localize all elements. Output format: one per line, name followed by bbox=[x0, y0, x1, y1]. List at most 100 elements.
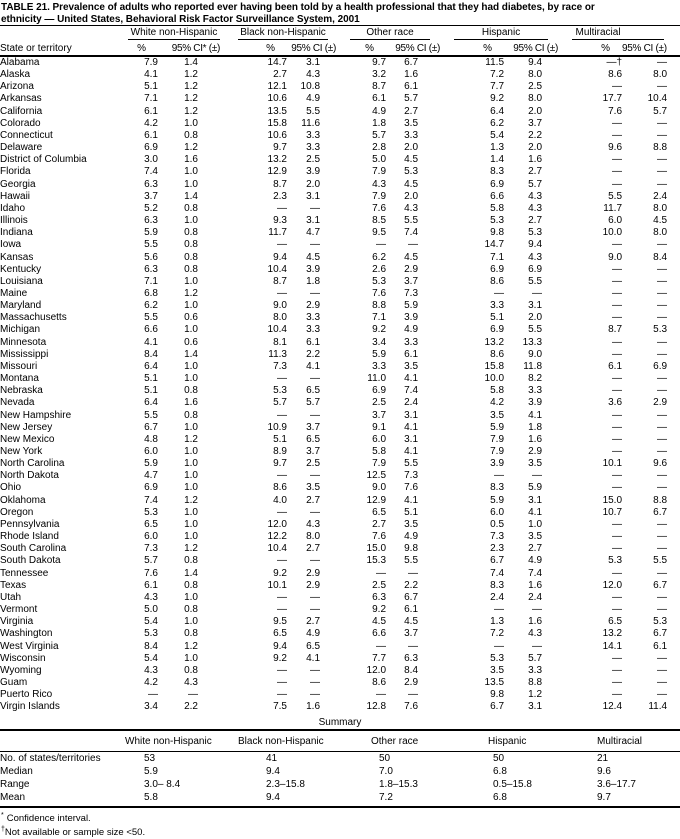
table-row: New Hampshire 5.5 0.8 — — 3.7 3.1 3.5 4.1 — — bbox=[0, 410, 680, 422]
value-cell: — bbox=[612, 178, 623, 190]
value-cell: — bbox=[532, 470, 543, 482]
value-cell: — bbox=[494, 287, 505, 299]
value-cell: 6.7 bbox=[144, 421, 158, 433]
summary-value-cell: 9.7 bbox=[558, 791, 680, 809]
value-cell: 4.5 bbox=[404, 251, 419, 263]
value-cell: 1.0 bbox=[184, 482, 198, 494]
value-cell: 8.6 bbox=[372, 676, 387, 688]
value-cell: — bbox=[657, 421, 668, 433]
value-cell: — bbox=[612, 154, 623, 166]
value-cell: 1.0 bbox=[184, 117, 198, 129]
value-cell: 3.3 bbox=[306, 312, 321, 324]
value-cell: 7.9 bbox=[372, 458, 387, 470]
summary-title: Summary bbox=[318, 717, 362, 729]
state-cell: California bbox=[0, 105, 43, 117]
value-cell: 9.0 bbox=[273, 300, 287, 312]
value-cell: 0.6 bbox=[184, 312, 198, 324]
value-cell: 0.8 bbox=[184, 239, 198, 251]
value-cell: 5.7 bbox=[372, 129, 387, 141]
table-row: Vermont 5.0 0.8 — — 9.2 6.1 — — — — bbox=[0, 604, 680, 616]
value-cell: — bbox=[657, 446, 668, 457]
value-cell: 8.0 bbox=[653, 69, 668, 81]
footnote-text: Not available or sample size <50. bbox=[4, 827, 146, 839]
value-cell: 14.7 bbox=[484, 239, 505, 251]
value-cell: — bbox=[376, 689, 387, 701]
value-cell: 5.2 bbox=[144, 202, 158, 214]
value-cell: — bbox=[408, 640, 419, 652]
value-cell: 5.1 bbox=[144, 385, 158, 397]
value-cell: 7.9 bbox=[490, 433, 505, 445]
value-cell: — bbox=[310, 373, 321, 385]
value-cell: 1.0 bbox=[184, 506, 198, 518]
value-cell: 5.1 bbox=[144, 81, 158, 93]
value-cell: 7.6 bbox=[372, 287, 387, 299]
value-cell: — bbox=[612, 689, 623, 701]
value-cell: 6.2 bbox=[490, 117, 505, 129]
value-cell: 9.4 bbox=[528, 239, 543, 251]
value-cell: 6.7 bbox=[490, 701, 505, 713]
value-cell: 9.2 bbox=[273, 567, 287, 579]
value-cell: 3.3 bbox=[490, 300, 505, 312]
value-cell: 3.1 bbox=[306, 57, 321, 68]
value-cell: 9.7 bbox=[372, 57, 387, 68]
value-cell: — bbox=[148, 689, 158, 701]
state-cell: Wisconsin bbox=[0, 652, 46, 664]
value-cell: 4.1 bbox=[404, 446, 419, 457]
summary-row-label: Median bbox=[0, 766, 33, 778]
value-cell: — bbox=[657, 543, 668, 555]
table-title-line2: ethnicity — United States, Behavioral Ri… bbox=[1, 13, 360, 25]
value-cell: 8.4 bbox=[653, 251, 668, 263]
value-cell: 7.2 bbox=[490, 69, 505, 81]
value-cell: 6.5 bbox=[372, 506, 387, 518]
value-cell: 1.0 bbox=[184, 360, 198, 372]
value-cell: 2.7 bbox=[273, 69, 287, 81]
value-cell: 3.7 bbox=[144, 190, 158, 202]
value-cell: 2.0 bbox=[528, 105, 543, 117]
value-cell: 6.4 bbox=[490, 105, 505, 117]
value-cell: 5.5 bbox=[306, 105, 321, 117]
value-cell: 2.0 bbox=[306, 178, 321, 190]
value-cell: 8.3 bbox=[490, 482, 505, 494]
value-cell: 5.3 bbox=[528, 227, 543, 239]
value-cell: 10.6 bbox=[267, 129, 287, 141]
state-cell: Idaho bbox=[0, 202, 26, 214]
value-cell: 6.9 bbox=[490, 263, 505, 275]
summary-value-cell: 53 bbox=[144, 753, 156, 765]
summary-value-cell: 41 bbox=[266, 753, 278, 765]
value-cell: 0.8 bbox=[184, 628, 198, 640]
value-cell: 6.1 bbox=[144, 129, 158, 141]
value-cell: 2.7 bbox=[528, 215, 543, 227]
value-cell: 1.0 bbox=[184, 275, 198, 287]
value-cell: 0.8 bbox=[184, 555, 198, 567]
table-row: Georgia 6.3 1.0 8.7 2.0 4.3 4.5 6.9 5.7 — — bbox=[0, 179, 680, 191]
value-cell: 5.5 bbox=[528, 324, 543, 336]
value-cell: 7.6 bbox=[404, 482, 419, 494]
value-cell: 9.6 bbox=[653, 458, 668, 470]
value-cell: — bbox=[310, 591, 321, 603]
value-cell: 5.5 bbox=[528, 275, 543, 287]
pct-header: % bbox=[125, 40, 158, 57]
value-cell: — bbox=[277, 689, 287, 701]
value-cell: 10.1 bbox=[267, 579, 287, 591]
table-row: Wyoming 4.3 0.8 — — 12.0 8.4 3.5 3.3 — — bbox=[0, 665, 680, 677]
value-cell: 4.5 bbox=[372, 616, 387, 628]
value-cell: — bbox=[612, 239, 623, 251]
value-cell: 3.5 bbox=[404, 360, 419, 372]
value-cell: — bbox=[612, 446, 623, 457]
table-title: TABLE 21. Prevalence of adults who repor… bbox=[0, 2, 680, 25]
value-cell: 6.7 bbox=[653, 579, 668, 591]
value-cell: 3.3 bbox=[306, 324, 321, 336]
value-cell: 13.2 bbox=[267, 154, 287, 166]
table-row: Montana 5.1 1.0 — — 11.0 4.1 10.0 8.2 — — bbox=[0, 373, 680, 385]
value-cell: 3.1 bbox=[306, 190, 321, 202]
summary-header-multiracial: Multiracial bbox=[558, 729, 680, 753]
value-cell: 6.7 bbox=[404, 57, 419, 68]
summary-value-cell: 9.4 bbox=[266, 766, 280, 778]
value-cell: — bbox=[657, 239, 668, 251]
column-header-row: State or territory % 95% CI* (±) % 95% C… bbox=[0, 40, 680, 57]
summary-row: Mean 5.8 9.4 7.2 6.8 9.7 bbox=[0, 791, 680, 809]
value-cell: 0.8 bbox=[184, 263, 198, 275]
value-cell: 3.7 bbox=[528, 117, 543, 129]
value-cell: 6.0 bbox=[490, 506, 505, 518]
state-cell: West Virginia bbox=[0, 640, 59, 652]
